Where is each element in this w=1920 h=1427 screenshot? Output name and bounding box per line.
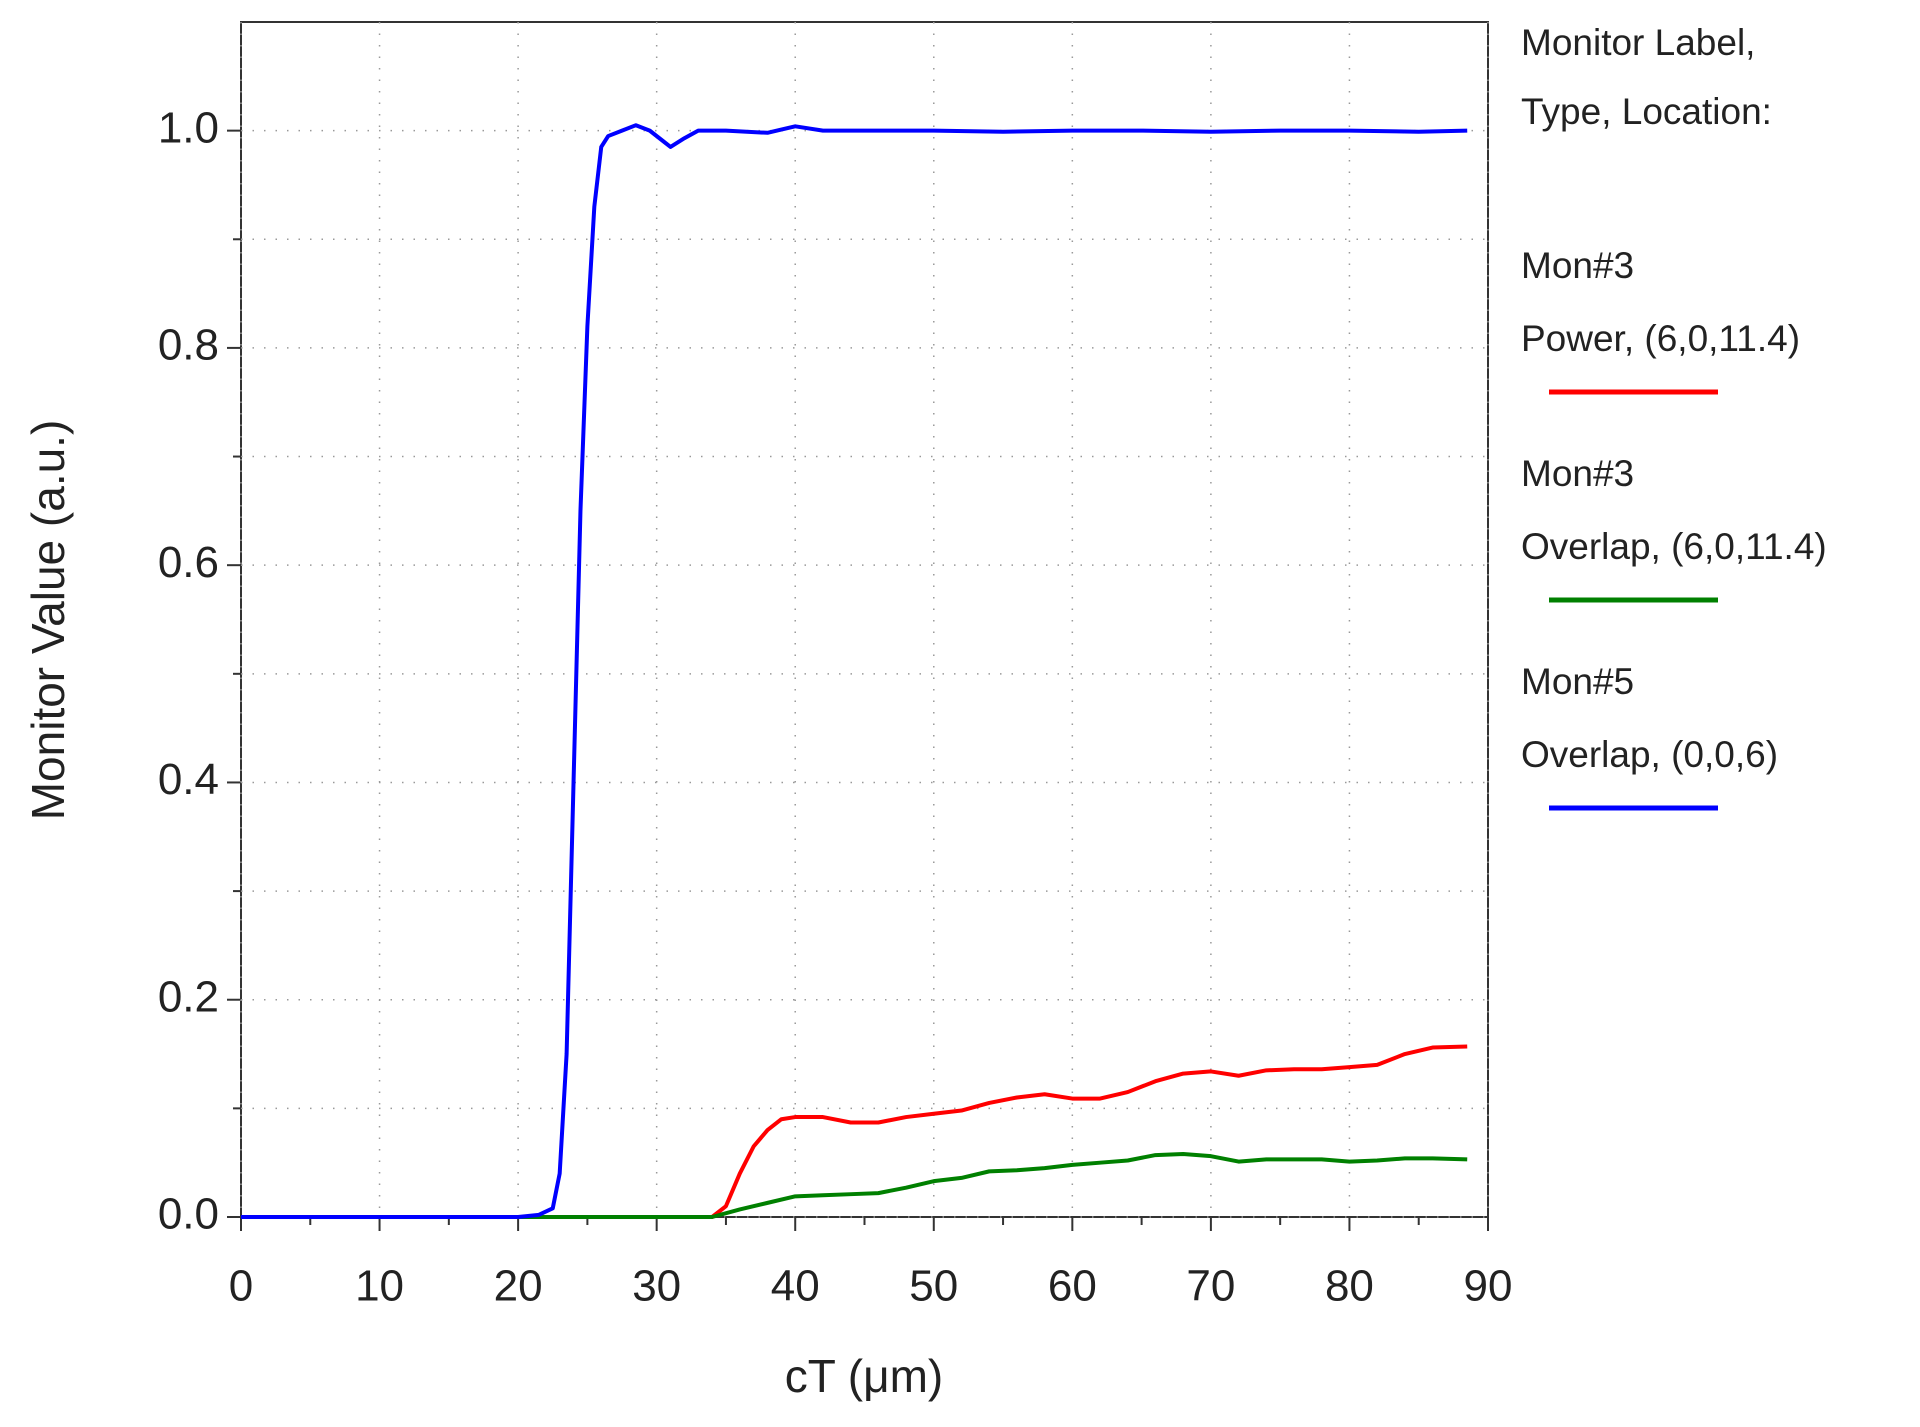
x-tick-label: 10 <box>355 1262 404 1311</box>
x-axis-label: cT (μm) <box>785 1350 944 1402</box>
y-tick-label: 0.8 <box>158 321 219 370</box>
x-tick-label: 70 <box>1186 1262 1235 1311</box>
legend-name: Mon#3 <box>1521 453 1634 494</box>
series-line <box>241 1151 1468 1219</box>
series-line <box>241 1044 1468 1219</box>
x-tick-label: 60 <box>1048 1262 1097 1311</box>
legend-title: Monitor Label, <box>1521 22 1755 63</box>
x-tick-label: 20 <box>494 1262 543 1311</box>
legend-detail: Power, (6,0,11.4) <box>1521 318 1800 359</box>
legend-detail: Overlap, (6,0,11.4) <box>1521 526 1827 567</box>
legend-name: Mon#3 <box>1521 245 1634 286</box>
x-tick-label: 50 <box>909 1262 958 1311</box>
legend-detail: Overlap, (0,0,6) <box>1521 734 1778 775</box>
legend-name: Mon#5 <box>1521 661 1634 702</box>
y-tick-label: 0.4 <box>158 755 219 804</box>
y-tick-label: 0.2 <box>158 972 219 1021</box>
legend-title: Type, Location: <box>1521 91 1772 132</box>
y-tick-label: 1.0 <box>158 103 219 152</box>
x-tick-label: 80 <box>1325 1262 1374 1311</box>
y-axis-label: Monitor Value (a.u.) <box>22 420 74 821</box>
x-tick-label: 90 <box>1464 1262 1513 1311</box>
x-tick-label: 40 <box>771 1262 820 1311</box>
y-tick-label: 0.6 <box>158 538 219 587</box>
series-line <box>241 123 1468 1219</box>
y-tick-label: 0.0 <box>158 1190 219 1239</box>
x-tick-label: 0 <box>229 1262 253 1311</box>
x-tick-label: 30 <box>632 1262 681 1311</box>
plot-frame <box>240 21 1489 1218</box>
